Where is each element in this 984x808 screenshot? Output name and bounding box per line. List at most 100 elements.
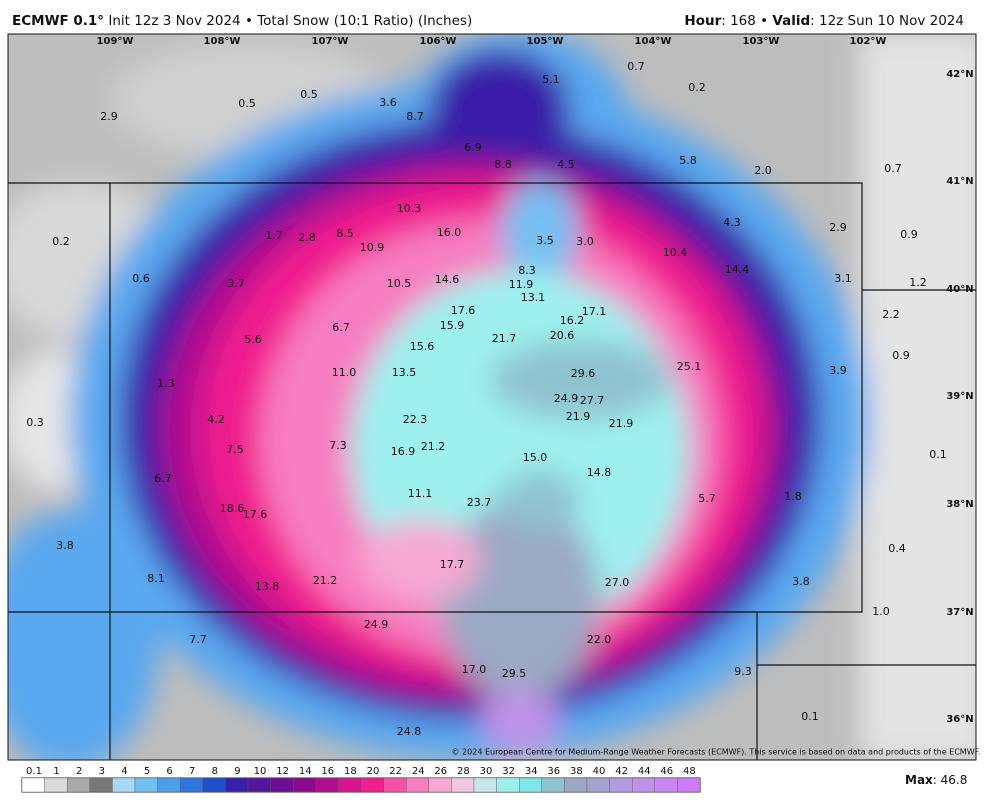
snow-total-label: 3.0 xyxy=(576,235,594,248)
colorbar-swatch xyxy=(586,777,610,793)
snow-total-label: 10.5 xyxy=(387,277,412,290)
colorbar-label: 3 xyxy=(99,766,105,777)
colorbar-swatch xyxy=(632,777,656,793)
colorbar-label: 16 xyxy=(321,766,334,777)
snow-total-label: 29.6 xyxy=(571,367,596,380)
colorbar-label: 34 xyxy=(525,766,538,777)
colorbar-label: 24 xyxy=(412,766,425,777)
header-left: ECMWF 0.1° Init 12z 3 Nov 2024 • Total S… xyxy=(12,13,472,29)
longitude-label: 106°W xyxy=(420,36,457,47)
colorbar-swatch xyxy=(406,777,430,793)
snow-total-label: 7.5 xyxy=(226,443,244,456)
colorbar-swatch xyxy=(315,777,339,793)
colorbar-swatch xyxy=(66,777,90,793)
snow-total-label: 2.9 xyxy=(829,221,847,234)
snow-total-label: 14.6 xyxy=(435,273,460,286)
snow-total-label: 18.6 xyxy=(220,502,245,515)
colorbar-label: 18 xyxy=(344,766,357,777)
snow-total-label: 7.3 xyxy=(329,439,347,452)
colorbar-label: 12 xyxy=(276,766,289,777)
snow-total-label: 8.5 xyxy=(336,227,354,240)
snow-total-label: 0.5 xyxy=(300,88,318,101)
snow-total-label: 17.1 xyxy=(582,305,607,318)
snow-total-label: 0.2 xyxy=(688,81,706,94)
snow-total-label: 22.3 xyxy=(403,413,428,426)
snow-total-label: 0.2 xyxy=(52,235,70,248)
snow-total-label: 4.2 xyxy=(207,413,225,426)
snow-total-label: 27.0 xyxy=(605,576,630,589)
snow-total-label: 0.1 xyxy=(801,710,819,723)
colorbar-label: 10 xyxy=(254,766,267,777)
snow-total-label: 13.5 xyxy=(392,366,417,379)
colorbar-swatch xyxy=(496,777,520,793)
snow-total-label: 3.6 xyxy=(379,96,397,109)
snow-total-label: 22.0 xyxy=(587,633,612,646)
snow-total-label: 15.0 xyxy=(523,451,548,464)
snow-total-label: 6.7 xyxy=(154,472,172,485)
snow-total-label: 16.9 xyxy=(391,445,416,458)
snow-total-label: 29.5 xyxy=(502,667,527,680)
colorbar-label: 5 xyxy=(144,766,150,777)
snow-total-label: 9.3 xyxy=(734,665,752,678)
snow-total-label: 15.6 xyxy=(410,340,435,353)
snow-total-label: 4.3 xyxy=(723,216,741,229)
colorbar-label: 46 xyxy=(660,766,673,777)
snow-total-label: 20.6 xyxy=(550,329,575,342)
snow-total-label: 16.0 xyxy=(437,226,462,239)
description: Init 12z 3 Nov 2024 • Total Snow (10:1 R… xyxy=(108,13,472,29)
colorbar-swatch xyxy=(179,777,203,793)
snow-total-label: 2.9 xyxy=(100,110,118,123)
longitude-label: 104°W xyxy=(635,36,672,47)
snow-total-label: 0.9 xyxy=(892,349,910,362)
snow-total-label: 10.4 xyxy=(663,246,688,259)
colorbar-label: 7 xyxy=(189,766,195,777)
longitude-label: 109°W xyxy=(97,36,134,47)
latitude-label: 39°N xyxy=(946,391,973,402)
snow-total-label: 24.9 xyxy=(364,618,389,631)
colorbar-label: 32 xyxy=(502,766,515,777)
snow-total-label: 21.2 xyxy=(421,440,446,453)
colorbar-swatch xyxy=(428,777,452,793)
snow-total-label: 21.7 xyxy=(492,332,517,345)
colorbar-swatch xyxy=(360,777,384,793)
colorbar-label: 20 xyxy=(367,766,380,777)
snow-total-label: 11.0 xyxy=(332,366,357,379)
snow-total-label: 10.9 xyxy=(360,241,385,254)
colorbar-swatch xyxy=(44,777,68,793)
colorbar-swatch xyxy=(451,777,475,793)
copyright: © 2024 European Centre for Medium-Range … xyxy=(452,748,981,757)
valid-label: Valid xyxy=(772,13,810,29)
colorbar-label: 40 xyxy=(593,766,606,777)
colorbar-swatch xyxy=(564,777,588,793)
latitude-label: 36°N xyxy=(946,714,973,725)
colorbar-label: 0.1 xyxy=(26,766,42,777)
hour-label: Hour xyxy=(684,13,721,29)
snow-total-label: 1.2 xyxy=(909,276,927,289)
snow-total-label: 2.8 xyxy=(298,231,316,244)
latitude-label: 42°N xyxy=(946,69,973,80)
snow-total-label: 0.7 xyxy=(884,162,902,175)
latitude-label: 38°N xyxy=(946,499,973,510)
colorbar-swatch xyxy=(225,777,249,793)
snow-total-label: 2.0 xyxy=(754,164,772,177)
snow-total-label: 0.4 xyxy=(888,542,906,555)
snow-total-label: 3.1 xyxy=(834,272,852,285)
colorbar-swatch xyxy=(383,777,407,793)
model: ECMWF 0.1° xyxy=(12,13,104,29)
snow-total-label: 14.4 xyxy=(725,263,750,276)
snow-total-label: 5.8 xyxy=(679,154,697,167)
colorbar-label: 28 xyxy=(457,766,470,777)
colorbar-swatch xyxy=(134,777,158,793)
snow-total-label: 0.5 xyxy=(238,97,256,110)
snow-total-label: 13.1 xyxy=(521,291,546,304)
snow-total-label: 1.7 xyxy=(265,229,283,242)
snow-total-label: 16.2 xyxy=(560,314,585,327)
longitude-label: 108°W xyxy=(204,36,241,47)
longitude-label: 105°W xyxy=(527,36,564,47)
snow-total-label: 0.1 xyxy=(929,448,947,461)
longitude-label: 102°W xyxy=(850,36,887,47)
colorbar-label: 26 xyxy=(434,766,447,777)
snow-total-label: 7.7 xyxy=(189,633,207,646)
snow-total-label: 8.1 xyxy=(147,572,165,585)
colorbar-swatch xyxy=(541,777,565,793)
